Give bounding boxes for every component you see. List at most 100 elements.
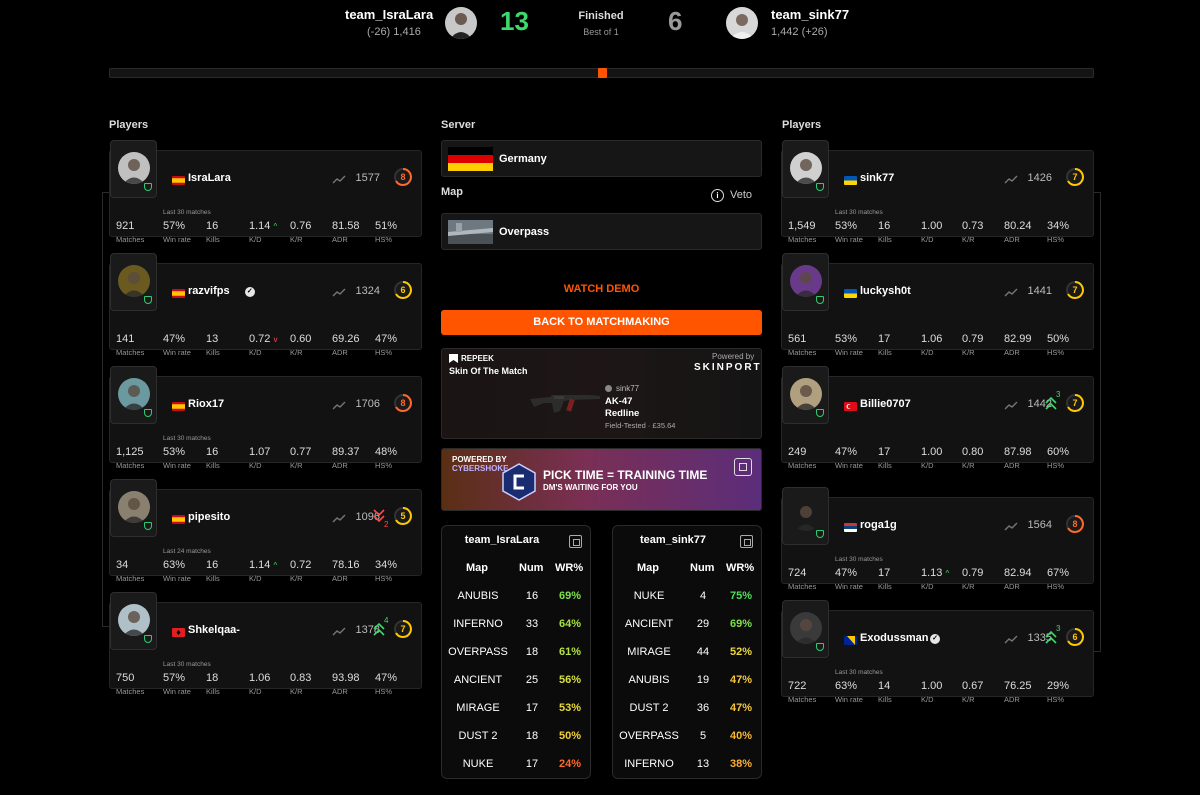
stat-label: K/R	[962, 348, 975, 357]
player-avatar[interactable]	[118, 604, 150, 636]
player-card[interactable]: Exodussman ✓ 1335 3 6 Last 30 matches 722 Match…	[781, 600, 1094, 704]
stat-value-text: 47%	[835, 567, 858, 579]
player-elo: 1564	[1027, 519, 1052, 531]
shield-icon	[816, 409, 824, 417]
wr-num: 25	[525, 674, 539, 686]
stat-value: 47%	[375, 672, 397, 684]
streak-count: 2	[384, 520, 389, 529]
chip-icon	[734, 458, 752, 476]
wr-num: 13	[696, 758, 710, 770]
wr-num: 29	[696, 618, 710, 630]
stat-value: 48%	[375, 446, 397, 458]
left-team-avatar[interactable]	[445, 7, 477, 39]
watch-demo-link[interactable]: WATCH DEMO	[563, 283, 640, 295]
back-to-matchmaking-button[interactable]: BACK TO MATCHMAKING	[441, 310, 762, 335]
player-card[interactable]: Billie0707 1442 3 7 249 Matches 47% Win rate 17 K…	[781, 366, 1094, 470]
player-name[interactable]: luckysh0t	[860, 285, 911, 297]
stat-label: Matches	[788, 582, 817, 591]
skill-level-badge: 5	[393, 506, 413, 526]
wr-map: NUKE	[633, 590, 665, 602]
player-avatar[interactable]	[118, 265, 150, 297]
player-name[interactable]: razvifps	[188, 285, 230, 297]
player-name[interactable]: sink77	[860, 172, 895, 184]
stat-value-text: 141	[116, 333, 135, 345]
country-flag-icon	[844, 289, 857, 298]
stat-value-text: 57%	[163, 220, 186, 232]
veto-link[interactable]: Veto	[730, 189, 753, 201]
stat-label: Kills	[206, 574, 220, 583]
stat-value: 724	[788, 567, 806, 579]
player-avatar-frame	[782, 600, 829, 658]
stat-value: 16	[206, 446, 218, 458]
player-name[interactable]: roga1g	[860, 519, 897, 531]
player-card[interactable]: pipesito 1096 2 5 Last 24 matches 34 Matches 63…	[109, 479, 422, 583]
recent-matches-label: Last 24 matches	[163, 548, 211, 555]
player-avatar[interactable]	[790, 499, 822, 531]
player-card[interactable]: luckysh0t 1441 7 561 Matches 53% Win rate 17 Kil…	[781, 253, 1094, 357]
stat-value: 1.06	[921, 333, 942, 345]
stat-label: ADR	[332, 235, 348, 244]
player-avatar[interactable]	[790, 152, 822, 184]
player-name[interactable]: Billie0707	[860, 398, 911, 410]
skill-level-number: 7	[1072, 285, 1078, 295]
recent-matches-label: Last 30 matches	[163, 209, 211, 216]
cybershoke-ad-banner[interactable]: POWERED BY CYBERSHOKE PICK TIME = TRAINI…	[441, 448, 762, 511]
player-avatar-frame	[782, 487, 829, 545]
stat-value-text: 81.58	[332, 220, 360, 232]
player-card[interactable]: roga1g 1564 8 Last 30 matches 724 Matches 47% W…	[781, 487, 1094, 591]
player-card[interactable]: Shkelqaa- 1378 4 7 Last 30 matches 750 Matches…	[109, 592, 422, 696]
stat-value: 18	[206, 672, 218, 684]
skill-level-badge: 6	[393, 280, 413, 300]
stat-label: ADR	[332, 461, 348, 470]
player-name[interactable]: Exodussman	[860, 632, 929, 644]
player-name[interactable]: pipesito	[188, 511, 231, 523]
player-card[interactable]: IsraLara 1577 8 Last 30 matches 921 Matches 57…	[109, 140, 422, 244]
stat-value-text: 51%	[375, 220, 398, 232]
player-avatar[interactable]	[118, 378, 150, 410]
stat-label: K/R	[962, 582, 975, 591]
left-team-name[interactable]: team_IsraLara	[345, 7, 434, 22]
country-flag-icon	[844, 523, 857, 532]
right-team-avatar[interactable]	[726, 7, 758, 39]
wr-map: NUKE	[462, 758, 494, 770]
stat-value: 47%	[835, 567, 857, 579]
player-name[interactable]: IsraLara	[188, 172, 231, 184]
stat-label: Matches	[116, 461, 145, 470]
stat-value: 50%	[1047, 333, 1069, 345]
stat-value: 0.73	[962, 220, 983, 232]
stat-value: 13	[206, 333, 218, 345]
info-icon[interactable]: i	[711, 189, 724, 202]
stat-value: 69.26	[332, 333, 360, 345]
player-card[interactable]: razvifps ✓ 1324 6 141 Matches 47% Win rate 13 Kil…	[109, 253, 422, 357]
stat-value-text: 17	[878, 446, 891, 458]
wr-num: 17	[525, 702, 539, 714]
stat-value: 1.14 ^	[249, 220, 277, 232]
stat-value: 57%	[163, 220, 185, 232]
stat-label: K/D	[921, 348, 934, 357]
player-avatar[interactable]	[790, 378, 822, 410]
player-avatar[interactable]	[118, 491, 150, 523]
player-name[interactable]: Riox17	[188, 398, 225, 410]
stat-value-text: 0.73	[962, 220, 984, 232]
stat-value-text: 34%	[1047, 220, 1070, 232]
stat-value-text: 561	[788, 333, 807, 345]
player-avatar-frame	[110, 592, 157, 650]
player-card[interactable]: sink77 1426 7 Last 30 matches 1,549 Matches 53…	[781, 140, 1094, 244]
verified-badge-icon: ✓	[930, 634, 940, 644]
elo-trend-icon	[1004, 522, 1018, 531]
player-name[interactable]: Shkelqaa-	[188, 624, 240, 636]
stat-value-text: 34	[116, 559, 129, 571]
stat-value: 76.25	[1004, 680, 1032, 692]
player-card[interactable]: Riox17 1706 8 Last 30 matches 1,125 Matches 53…	[109, 366, 422, 470]
skill-level-number: 5	[400, 511, 406, 521]
win-rate-table: team_IsraLara Map Num WR% ANUBIS 16 69% INFERNO…	[441, 525, 591, 779]
skin-of-match-card[interactable]: REPEEK Skin Of The Match Powered by SKIN…	[441, 348, 762, 439]
player-avatar[interactable]	[790, 612, 822, 644]
right-team-name[interactable]: team_sink77	[771, 7, 850, 22]
stat-value: 60%	[1047, 446, 1069, 458]
stat-value-text: 16	[206, 220, 219, 232]
player-avatar[interactable]	[790, 265, 822, 297]
player-avatar[interactable]	[118, 152, 150, 184]
skill-level-number: 6	[1072, 632, 1078, 642]
stat-value: 34%	[1047, 220, 1069, 232]
